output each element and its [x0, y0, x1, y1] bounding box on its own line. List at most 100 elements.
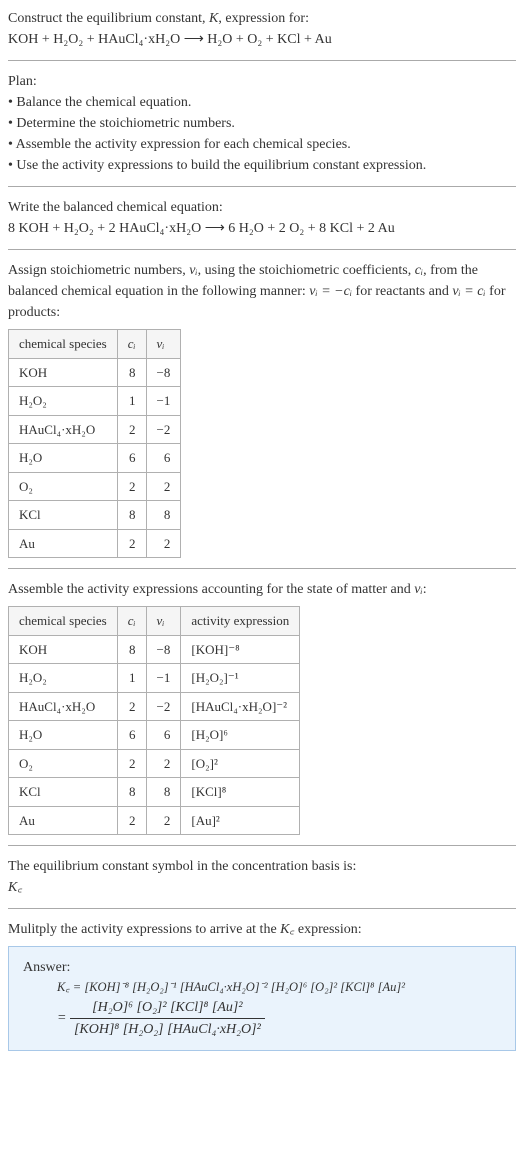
cell-nu: −1 [146, 387, 181, 416]
fraction: [H₂O]⁶ [O₂]² [KCl]⁸ [Au]² [KOH]⁸ [H₂O₂] … [70, 997, 265, 1040]
stoich-ci: cᵢ [415, 263, 423, 278]
col-ci: cᵢ [117, 607, 146, 636]
col-species: chemical species [9, 607, 118, 636]
divider [8, 60, 516, 61]
cell-species: HAuCl₄·xH₂O [9, 692, 118, 721]
plan-item-text: Determine the stoichiometric numbers. [16, 116, 235, 131]
table-row: H₂O₂1−1[H₂O₂]⁻¹ [9, 664, 300, 693]
col-expr: activity expression [181, 607, 300, 636]
table-row: KOH8−8[KOH]⁻⁸ [9, 635, 300, 664]
col-species: chemical species [9, 330, 118, 359]
activity-table: chemical species cᵢ νᵢ activity expressi… [8, 606, 300, 835]
stoich-rel2: νᵢ = cᵢ [452, 284, 485, 299]
cell-species: KCl [9, 501, 118, 530]
activity-text: : [423, 582, 427, 597]
cell-nu: 2 [146, 806, 181, 835]
final-kc: K꜀ [280, 922, 294, 937]
stoich-text: , using the stoichiometric coefficients, [198, 263, 415, 278]
eqsym-symbol: K꜀ [8, 877, 516, 898]
intro-equation: KOH + H₂O₂ + HAuCl₄·xH₂O ⟶ H₂O + O₂ + KC… [8, 32, 332, 47]
plan-item: • Balance the chemical equation. [8, 92, 516, 113]
cell-nu: −2 [146, 415, 181, 444]
balanced-block: Write the balanced chemical equation: 8 … [8, 197, 516, 239]
cell-nu: 6 [146, 444, 181, 473]
table-header-row: chemical species cᵢ νᵢ activity expressi… [9, 607, 300, 636]
plan-block: Plan: • Balance the chemical equation. •… [8, 71, 516, 176]
cell-expr: [KOH]⁻⁸ [181, 635, 300, 664]
cell-ci: 1 [117, 664, 146, 693]
final-block: Mulitply the activity expressions to arr… [8, 919, 516, 1051]
divider [8, 568, 516, 569]
cell-species: H₂O₂ [9, 387, 118, 416]
stoich-rel1: νᵢ = −cᵢ [309, 284, 352, 299]
col-nu: νᵢ [146, 607, 181, 636]
cell-ci: 1 [117, 387, 146, 416]
cell-species: KCl [9, 778, 118, 807]
cell-expr: [HAuCl₄·xH₂O]⁻² [181, 692, 300, 721]
cell-nu: 8 [146, 501, 181, 530]
activity-block: Assemble the activity expressions accoun… [8, 579, 516, 835]
cell-ci: 8 [117, 778, 146, 807]
cell-ci: 6 [117, 721, 146, 750]
table-row: Au22 [9, 529, 181, 558]
table-row: KCl88[KCl]⁸ [9, 778, 300, 807]
divider [8, 845, 516, 846]
cell-ci: 2 [117, 529, 146, 558]
cell-ci: 2 [117, 749, 146, 778]
eq-sign: = [57, 1010, 70, 1025]
plan-heading: Plan: [8, 71, 516, 92]
cell-ci: 6 [117, 444, 146, 473]
activity-text: Assemble the activity expressions accoun… [8, 582, 414, 597]
cell-species: H₂O [9, 444, 118, 473]
cell-species: KOH [9, 358, 118, 387]
stoich-text: for reactants and [352, 284, 452, 299]
answer-box: Answer: K꜀ = [KOH]⁻⁸ [H₂O₂]⁻¹ [HAuCl₄·xH… [8, 946, 516, 1051]
plan-item: • Determine the stoichiometric numbers. [8, 113, 516, 134]
cell-species: H₂O₂ [9, 664, 118, 693]
table-row: O₂22 [9, 472, 181, 501]
answer-label: Answer: [23, 957, 501, 978]
answer-line1: K꜀ = [KOH]⁻⁸ [H₂O₂]⁻¹ [HAuCl₄·xH₂O]⁻² [H… [57, 978, 501, 997]
divider [8, 186, 516, 187]
intro-text-prefix: Construct the equilibrium constant, [8, 11, 209, 26]
stoich-text: Assign stoichiometric numbers, [8, 263, 189, 278]
cell-nu: 2 [146, 529, 181, 558]
table-row: Au22[Au]² [9, 806, 300, 835]
table-row: H₂O66[H₂O]⁶ [9, 721, 300, 750]
cell-species: H₂O [9, 721, 118, 750]
eqsym-block: The equilibrium constant symbol in the c… [8, 856, 516, 898]
cell-expr: [Au]² [181, 806, 300, 835]
cell-expr: [H₂O]⁶ [181, 721, 300, 750]
cell-ci: 8 [117, 635, 146, 664]
cell-species: O₂ [9, 472, 118, 501]
table-row: KOH8−8 [9, 358, 181, 387]
stoich-block: Assign stoichiometric numbers, νᵢ, using… [8, 260, 516, 558]
table-row: KCl88 [9, 501, 181, 530]
table-row: HAuCl₄·xH₂O2−2 [9, 415, 181, 444]
plan-item-text: Balance the chemical equation. [16, 95, 191, 110]
cell-nu: 2 [146, 472, 181, 501]
plan-item: • Assemble the activity expression for e… [8, 134, 516, 155]
intro-block: Construct the equilibrium constant, K, e… [8, 8, 516, 50]
answer-content: K꜀ = [KOH]⁻⁸ [H₂O₂]⁻¹ [HAuCl₄·xH₂O]⁻² [H… [23, 978, 501, 1040]
cell-expr: [H₂O₂]⁻¹ [181, 664, 300, 693]
final-text: expression: [294, 922, 361, 937]
cell-nu: −1 [146, 664, 181, 693]
cell-species: HAuCl₄·xH₂O [9, 415, 118, 444]
table-header-row: chemical species cᵢ νᵢ [9, 330, 181, 359]
table-row: H₂O₂1−1 [9, 387, 181, 416]
cell-ci: 2 [117, 692, 146, 721]
cell-nu: 8 [146, 778, 181, 807]
cell-nu: −8 [146, 358, 181, 387]
stoich-table: chemical species cᵢ νᵢ KOH8−8 H₂O₂1−1 HA… [8, 329, 181, 558]
intro-text-suffix: , expression for: [218, 11, 309, 26]
table-row: H₂O66 [9, 444, 181, 473]
fraction-denominator: [KOH]⁸ [H₂O₂] [HAuCl₄·xH₂O]² [70, 1019, 265, 1040]
fraction-numerator: [H₂O]⁶ [O₂]² [KCl]⁸ [Au]² [70, 997, 265, 1019]
cell-species: O₂ [9, 749, 118, 778]
plan-item-text: Assemble the activity expression for eac… [16, 137, 351, 152]
intro-K: K [209, 11, 218, 26]
cell-ci: 2 [117, 806, 146, 835]
cell-species: Au [9, 529, 118, 558]
eqsym-text: The equilibrium constant symbol in the c… [8, 856, 516, 877]
